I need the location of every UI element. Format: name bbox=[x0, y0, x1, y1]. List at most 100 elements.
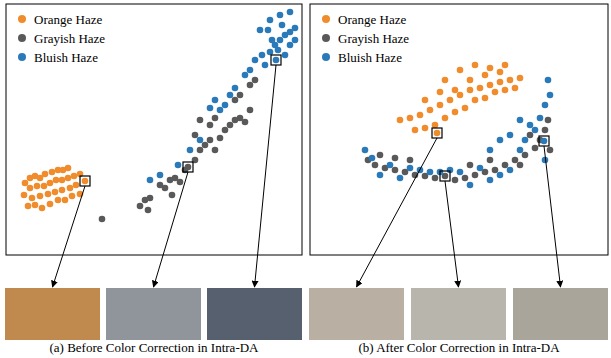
point bbox=[537, 115, 544, 122]
series bbox=[362, 77, 554, 189]
arrow bbox=[53, 186, 86, 287]
point bbox=[467, 77, 474, 84]
legend-entry: Orange Haze bbox=[322, 12, 406, 27]
point bbox=[482, 95, 489, 102]
series bbox=[147, 9, 299, 184]
point bbox=[512, 157, 519, 164]
series bbox=[99, 77, 259, 223]
plot-frame bbox=[6, 4, 302, 255]
point bbox=[487, 177, 494, 184]
legend-marker bbox=[322, 34, 330, 42]
point bbox=[34, 183, 41, 190]
point bbox=[137, 203, 144, 210]
highlight-box bbox=[183, 162, 193, 172]
point bbox=[82, 178, 89, 185]
point bbox=[422, 97, 429, 104]
point bbox=[487, 147, 494, 154]
point bbox=[369, 155, 376, 162]
point bbox=[545, 77, 552, 84]
point bbox=[497, 79, 504, 86]
point bbox=[187, 147, 194, 154]
point bbox=[32, 202, 39, 209]
legend-entry: Grayish Haze bbox=[18, 31, 105, 46]
point bbox=[212, 115, 219, 122]
caption: (b) After Color Correction in Intra-DA bbox=[358, 340, 560, 355]
arrow bbox=[255, 65, 277, 287]
point bbox=[541, 138, 548, 145]
point bbox=[212, 147, 219, 154]
point bbox=[242, 119, 249, 126]
legend-entry: Bluish Haze bbox=[322, 50, 402, 65]
photo-placeholder bbox=[5, 288, 100, 340]
point bbox=[197, 147, 204, 154]
point bbox=[517, 162, 524, 169]
photo-placeholder bbox=[513, 288, 608, 340]
point bbox=[49, 169, 56, 176]
point bbox=[65, 165, 72, 172]
point bbox=[497, 172, 504, 179]
legend-label: Orange Haze bbox=[338, 12, 406, 27]
point bbox=[547, 92, 554, 99]
point bbox=[462, 105, 469, 112]
point bbox=[517, 75, 524, 82]
highlight-box bbox=[440, 171, 450, 181]
point bbox=[502, 62, 509, 69]
point bbox=[532, 127, 539, 134]
legend-marker bbox=[18, 34, 26, 42]
point bbox=[147, 195, 154, 202]
point bbox=[472, 97, 479, 104]
panel: Orange HazeGrayish HazeBluish Haze(a) Be… bbox=[5, 4, 302, 355]
point bbox=[222, 127, 229, 134]
point bbox=[197, 137, 204, 144]
point bbox=[157, 172, 164, 179]
highlight-box bbox=[539, 136, 549, 146]
point bbox=[41, 183, 48, 190]
point bbox=[412, 127, 419, 134]
point bbox=[42, 171, 49, 178]
point bbox=[232, 97, 239, 104]
point bbox=[547, 147, 554, 154]
point bbox=[175, 162, 182, 169]
point bbox=[542, 127, 549, 134]
legend: Orange Haze Grayish Haze Bluish Haze bbox=[18, 12, 105, 65]
point bbox=[522, 137, 529, 144]
point bbox=[377, 152, 384, 159]
point bbox=[397, 117, 404, 124]
point bbox=[242, 72, 249, 79]
point bbox=[407, 115, 414, 122]
highlight-box bbox=[80, 176, 90, 186]
point bbox=[434, 130, 441, 137]
point bbox=[372, 162, 379, 169]
point bbox=[267, 49, 274, 56]
legend: Orange HazeGrayish HazeBluish Haze bbox=[322, 12, 409, 65]
point bbox=[73, 182, 80, 189]
panel: Orange HazeGrayish HazeBluish Haze (b) Af… bbox=[309, 4, 608, 355]
point bbox=[53, 177, 60, 184]
point bbox=[227, 122, 234, 129]
arrow bbox=[544, 146, 561, 287]
point bbox=[287, 42, 294, 49]
point bbox=[477, 165, 484, 172]
point bbox=[27, 185, 34, 192]
point bbox=[47, 201, 54, 208]
point bbox=[427, 107, 434, 114]
point bbox=[487, 82, 494, 89]
point bbox=[269, 37, 276, 44]
point bbox=[507, 77, 514, 84]
legend-label: Bluish Haze bbox=[338, 50, 402, 65]
point bbox=[273, 57, 280, 64]
point bbox=[407, 165, 414, 172]
point bbox=[147, 177, 154, 184]
photo-placeholder bbox=[207, 288, 302, 340]
photo-placeholder bbox=[411, 288, 506, 340]
point bbox=[177, 179, 184, 186]
point bbox=[22, 180, 29, 187]
point bbox=[55, 197, 62, 204]
legend-label: Orange Haze bbox=[34, 12, 102, 27]
point bbox=[467, 87, 474, 94]
legend-entry: Bluish Haze bbox=[18, 50, 98, 65]
point bbox=[492, 167, 499, 174]
arrow bbox=[445, 181, 459, 287]
legend-label: Grayish Haze bbox=[34, 31, 105, 46]
point bbox=[462, 175, 469, 182]
